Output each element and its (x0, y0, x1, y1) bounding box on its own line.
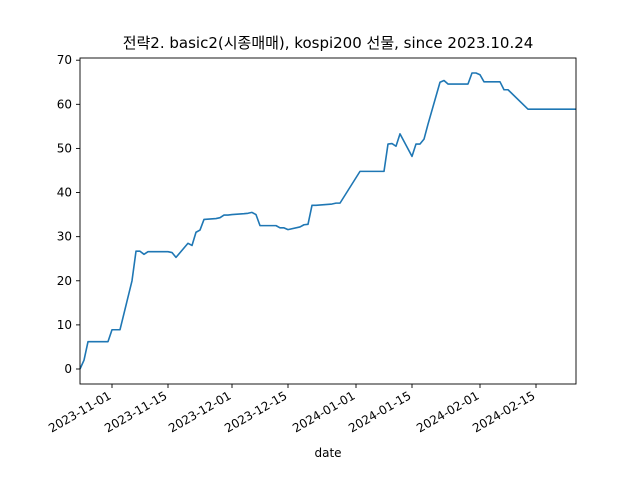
x-tick-label: 2023-12-15 (222, 388, 289, 435)
plot-area (79, 57, 577, 385)
x-tick-label: 2024-02-01 (414, 388, 481, 435)
y-tick-label: 40 (57, 186, 72, 200)
y-tick-label: 30 (57, 230, 72, 244)
y-tick-label: 50 (57, 141, 72, 155)
x-tick-label: 2023-12-01 (166, 388, 233, 435)
y-tick-label: 20 (57, 274, 72, 288)
y-tick-label: 10 (57, 318, 72, 332)
chart-title: 전략2. basic2(시종매매), kospi200 선물, since 20… (123, 34, 534, 52)
y-axis: 0 10 20 30 40 50 60 70 (57, 53, 80, 376)
x-axis-label: date (314, 446, 341, 460)
x-tick-label: 2023-11-15 (102, 388, 169, 435)
plot-frame (79, 57, 577, 385)
x-axis: 2023-11-012023-11-152023-12-012023-12-15… (46, 384, 538, 435)
y-tick-label: 70 (57, 53, 72, 67)
x-tick-label: 2024-02-15 (470, 388, 537, 435)
x-tick-label: 2024-01-01 (290, 388, 357, 435)
x-tick-label: 2023-11-01 (46, 388, 113, 435)
y-tick-label: 0 (64, 362, 72, 376)
x-tick-label: 2024-01-15 (346, 388, 413, 435)
y-tick-label: 60 (57, 97, 72, 111)
series-line-0 (79, 72, 576, 370)
